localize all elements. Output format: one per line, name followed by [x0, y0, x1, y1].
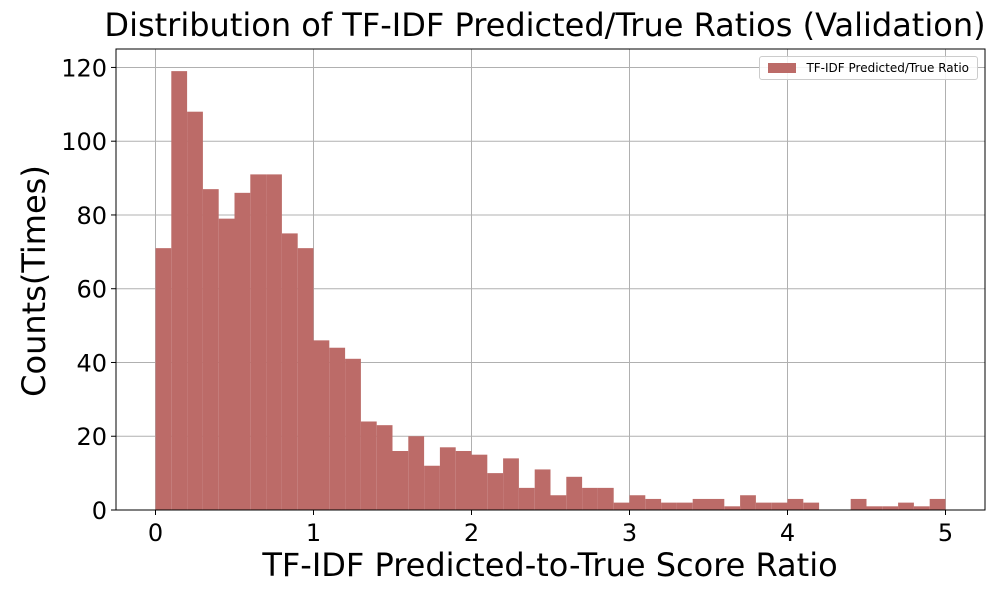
- histogram-bar: [787, 498, 804, 510]
- histogram-bar: [171, 71, 188, 511]
- histogram-bar: [629, 495, 646, 510]
- histogram-bar: [755, 502, 772, 510]
- histogram-bar: [566, 476, 583, 510]
- histogram-bar: [645, 498, 662, 510]
- histogram-bar: [882, 506, 899, 510]
- histogram-bar: [676, 502, 693, 510]
- plot-frame: [115, 48, 986, 511]
- histogram-bar: [202, 189, 219, 511]
- histogram-bar: [503, 458, 519, 510]
- histogram-bar: [187, 111, 203, 511]
- histogram-bar: [771, 502, 788, 510]
- histogram-bar: [661, 502, 677, 510]
- histogram-bar: [281, 233, 298, 510]
- x-axis-label: TF-IDF Predicted-to-True Score Ratio: [262, 546, 838, 584]
- bars-layer: [155, 71, 946, 511]
- histogram-bar: [234, 192, 251, 510]
- legend-swatch: [768, 63, 797, 73]
- histogram-bar: [803, 502, 820, 510]
- y-tick-label: 80: [76, 202, 107, 230]
- histogram-bar: [266, 174, 282, 510]
- y-tick-label: 120: [61, 54, 107, 82]
- histogram-bar: [297, 248, 314, 511]
- histogram-bar: [487, 473, 504, 510]
- histogram-bar: [866, 506, 883, 510]
- histogram-bar: [424, 465, 440, 510]
- y-axis-label: Counts(Times): [15, 165, 53, 397]
- x-tick-label: 0: [148, 519, 163, 547]
- histogram-bar: [471, 454, 488, 510]
- y-tick-label: 0: [92, 497, 107, 525]
- histogram-bar: [597, 487, 614, 510]
- chart-title: Distribution of TF-IDF Predicted/True Ra…: [104, 6, 986, 44]
- histogram-bar: [218, 218, 235, 510]
- x-tick-label: 1: [306, 519, 321, 547]
- y-tick-label: 60: [76, 276, 107, 304]
- histogram-bar: [345, 358, 361, 510]
- histogram-bar: [518, 487, 535, 510]
- histogram-bar: [392, 450, 409, 510]
- histogram-bar: [534, 469, 551, 510]
- y-tick-label: 100: [61, 128, 107, 156]
- ticks-layer: 0 1 2 3 4 5 0 20 40 60 80 100 120: [61, 54, 953, 547]
- histogram-bar: [455, 450, 472, 510]
- histogram-bar: [439, 447, 456, 510]
- histogram-bar: [376, 425, 393, 510]
- histogram-bar: [708, 498, 725, 510]
- histogram-bar: [740, 495, 756, 510]
- legend-label: TF-IDF Predicted/True Ratio: [806, 61, 969, 75]
- x-tick-label: 5: [938, 519, 953, 547]
- histogram-bar: [929, 498, 946, 510]
- histogram-bar: [692, 498, 709, 510]
- histogram-bar: [898, 502, 914, 510]
- y-tick-label: 20: [76, 423, 107, 451]
- histogram-bar: [582, 487, 598, 510]
- x-tick-label: 3: [622, 519, 637, 547]
- x-tick-label: 4: [780, 519, 795, 547]
- histogram-bar: [913, 506, 930, 510]
- histogram-bar: [550, 495, 567, 510]
- legend: TF-IDF Predicted/True Ratio: [759, 56, 978, 80]
- histogram-bar: [360, 421, 377, 510]
- histogram-bar: [250, 174, 267, 510]
- histogram-bar: [313, 340, 330, 510]
- histogram-bar: [850, 498, 867, 510]
- y-tick-label: 40: [76, 349, 107, 377]
- x-tick-label: 2: [464, 519, 479, 547]
- histogram-bar: [155, 248, 172, 511]
- histogram-bar: [408, 436, 425, 510]
- histogram-bar: [613, 502, 630, 510]
- histogram-bar: [724, 506, 741, 510]
- histogram-bar: [329, 347, 346, 510]
